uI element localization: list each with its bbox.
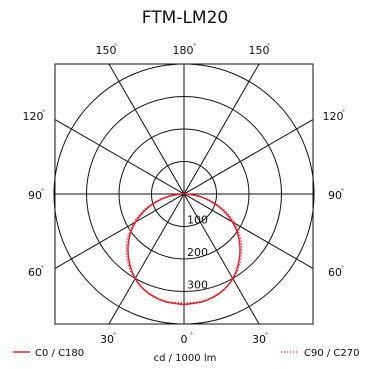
ring-tick-label: 300: [187, 279, 208, 292]
ring-tick-label: 100: [187, 214, 208, 227]
unit-label: cd / 1000 lm: [154, 353, 217, 364]
series-curve-c90-c270: [125, 193, 243, 304]
chart-title: FTM-LM20: [142, 8, 228, 28]
angle-label-60-left: 60: [28, 266, 42, 279]
angle-label-30-right: 30: [252, 333, 266, 346]
legend: C0 / C180 C90 / C270: [13, 348, 360, 359]
legend-label-c0-c180: C0 / C180: [35, 348, 84, 359]
degree-mark: °: [265, 332, 268, 339]
degree-mark: °: [42, 109, 45, 116]
angle-label-180: 180: [173, 44, 194, 57]
series-curve-c0-c180: [127, 193, 241, 306]
angle-label-0: 0: [181, 333, 188, 346]
degree-mark: °: [41, 265, 44, 272]
angle-label-150-right: 150: [249, 44, 270, 57]
angle-label-90-right: 90: [328, 189, 342, 202]
angle-label-30-left: 30: [100, 333, 114, 346]
legend-label-c90-c270: C90 / C270: [304, 348, 360, 359]
degree-mark: °: [113, 332, 116, 339]
degree-mark: °: [341, 265, 344, 272]
degree-mark: °: [190, 332, 193, 339]
degree-mark: °: [41, 188, 44, 195]
degree-mark: °: [341, 188, 344, 195]
degree-mark: °: [342, 109, 345, 116]
angle-label-120-right: 120: [323, 110, 344, 123]
angle-label-150-left: 150: [96, 44, 117, 57]
angle-label-90-left: 90: [28, 189, 42, 202]
angle-label-60-right: 60: [328, 266, 342, 279]
angle-label-120-left: 120: [23, 110, 44, 123]
ring-tick-label: 200: [187, 246, 208, 259]
degree-mark: °: [267, 43, 270, 50]
ring-labels: 100 200 300: [187, 214, 208, 292]
angle-labels: 150 ° 180 ° 150 ° 120 ° 120 ° 90 ° 90 ° …: [23, 43, 346, 346]
degree-mark: °: [193, 43, 196, 50]
series-layer: [125, 193, 243, 306]
degree-mark: °: [114, 43, 117, 50]
